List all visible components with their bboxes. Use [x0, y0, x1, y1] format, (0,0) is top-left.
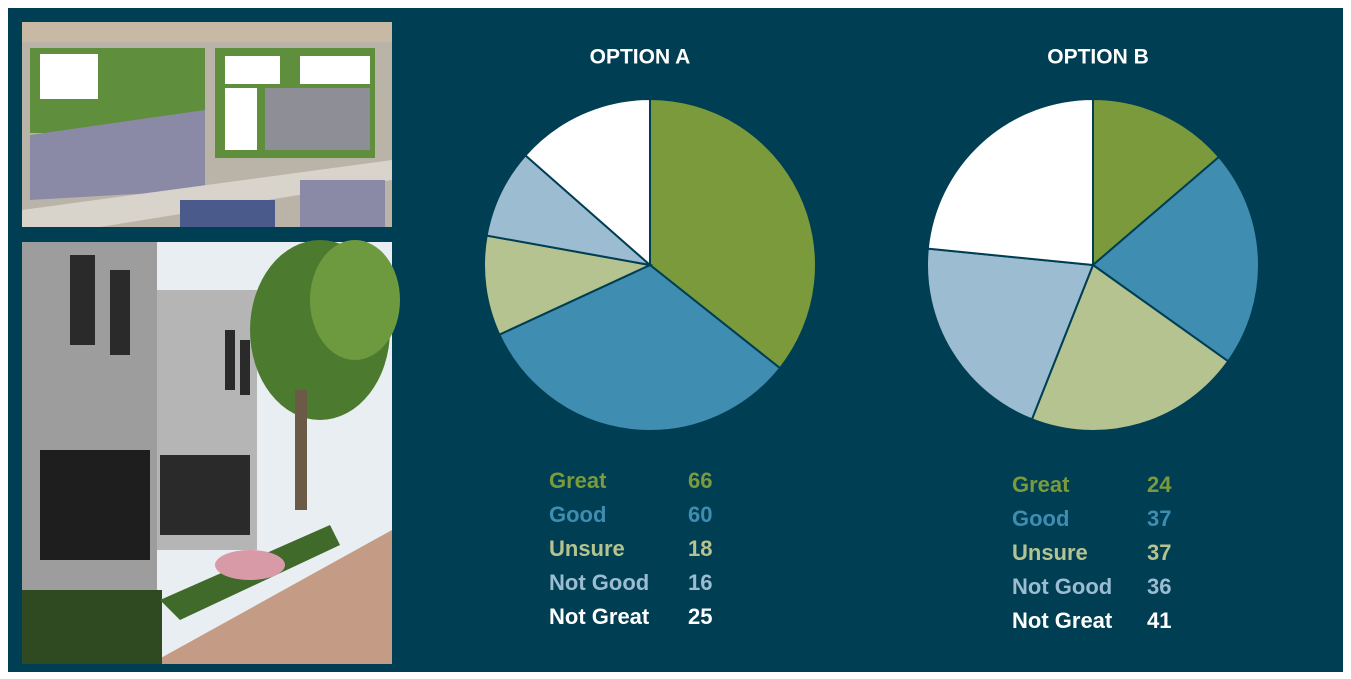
legend-label: Not Good [1012, 574, 1112, 599]
pie-slice [1092, 97, 1221, 268]
legend-value: 16 [688, 570, 712, 595]
legend-value: 37 [1147, 506, 1171, 531]
legend-value: 36 [1147, 574, 1171, 599]
legend-label: Great [549, 468, 607, 493]
legend-label: Not Good [549, 570, 649, 595]
legend-value: 41 [1147, 608, 1171, 633]
site-plan-image [22, 22, 392, 227]
chart-title: OPTION B [1047, 46, 1149, 69]
legend-value: 66 [688, 468, 712, 493]
legend-label: Unsure [549, 536, 625, 561]
legend-value: 37 [1147, 540, 1171, 565]
legend-value: 18 [688, 536, 712, 561]
pie-slice [649, 97, 817, 370]
pie-slice [497, 263, 782, 432]
pie-slice [926, 247, 1095, 421]
legend-label: Good [1012, 506, 1069, 531]
street-rendering-image [22, 240, 400, 664]
legend-label: Good [549, 502, 606, 527]
pie-slice [1091, 155, 1260, 363]
legend-value: 24 [1147, 472, 1172, 497]
legend-label: Great [1012, 472, 1070, 497]
pie-slice [483, 234, 654, 336]
legend-label: Unsure [1012, 540, 1088, 565]
pie-slice [485, 153, 654, 267]
legend-value: 60 [688, 502, 712, 527]
legend-value: 25 [688, 604, 712, 629]
pie-slice [523, 97, 651, 268]
pie-slice [1030, 263, 1230, 433]
legend-label: Not Great [549, 604, 650, 629]
legend-label: Not Great [1012, 608, 1113, 633]
pie-slice [926, 97, 1094, 267]
chart-title: OPTION A [590, 46, 691, 69]
